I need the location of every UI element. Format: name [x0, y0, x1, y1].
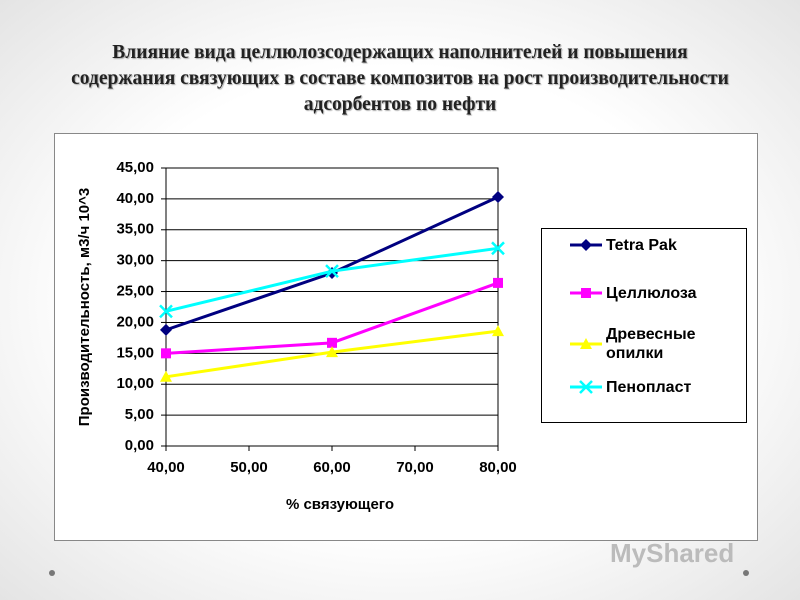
marker — [580, 338, 592, 349]
marker — [492, 191, 504, 204]
legend-label: Целлюлоза — [606, 284, 697, 302]
legend-entry: Tetra Pak — [542, 233, 746, 257]
y-axis-label: Производительность, м3/ч 10^3 — [76, 188, 93, 427]
legend-label: Tetra Pak — [606, 236, 677, 254]
y-tick-label: 30,00 — [116, 252, 154, 269]
legend-swatch — [570, 239, 602, 251]
x-tick-label: 60,00 — [313, 459, 351, 476]
y-tick-label: 5,00 — [125, 406, 154, 423]
marker — [493, 277, 503, 288]
legend-swatch — [570, 380, 602, 394]
marker — [159, 304, 173, 319]
y-tick-label: 35,00 — [116, 221, 154, 238]
marker — [160, 323, 172, 336]
y-tick-label: 40,00 — [116, 190, 154, 207]
y-tick-label: 0,00 — [125, 437, 154, 454]
decor-dot — [743, 570, 749, 576]
x-tick-label: 40,00 — [147, 459, 185, 476]
legend-swatch — [570, 338, 602, 349]
y-tick-label: 10,00 — [116, 375, 154, 392]
y-tick-label: 45,00 — [116, 159, 154, 176]
watermark: MyShared — [610, 538, 735, 568]
legend-entry: Пенопласт — [542, 375, 746, 399]
slide-title: Влияние вида целлюлозсодержащих наполнит… — [71, 42, 729, 115]
legend-entry: Целлюлоза — [542, 281, 746, 305]
decor-dot — [49, 570, 55, 576]
x-tick-label: 70,00 — [396, 459, 434, 476]
y-tick-label: 20,00 — [116, 313, 154, 330]
y-tick-label: 25,00 — [116, 283, 154, 300]
y-tick-label: 15,00 — [116, 344, 154, 361]
marker — [580, 239, 592, 251]
plot-frame — [165, 167, 499, 447]
series-line — [165, 195, 499, 332]
legend-label: Пенопласт — [606, 378, 692, 396]
x-tick-label: 50,00 — [230, 459, 268, 476]
marker — [327, 337, 337, 348]
marker — [325, 264, 339, 279]
marker — [579, 380, 593, 394]
marker — [492, 325, 504, 337]
marker — [581, 288, 591, 298]
legend-entry: Древесные опилки — [542, 325, 746, 363]
marker — [161, 348, 171, 359]
legend-swatch — [570, 288, 602, 298]
legend: Tetra Pak Целлюлоза Древесные опилки Пенопл… — [541, 228, 747, 423]
marker — [160, 370, 172, 382]
marker — [491, 241, 505, 256]
legend-label: Древесные опилки — [606, 326, 696, 362]
x-axis-label: % связующего — [286, 496, 394, 513]
marker — [326, 346, 338, 358]
x-tick-label: 80,00 — [479, 459, 517, 476]
